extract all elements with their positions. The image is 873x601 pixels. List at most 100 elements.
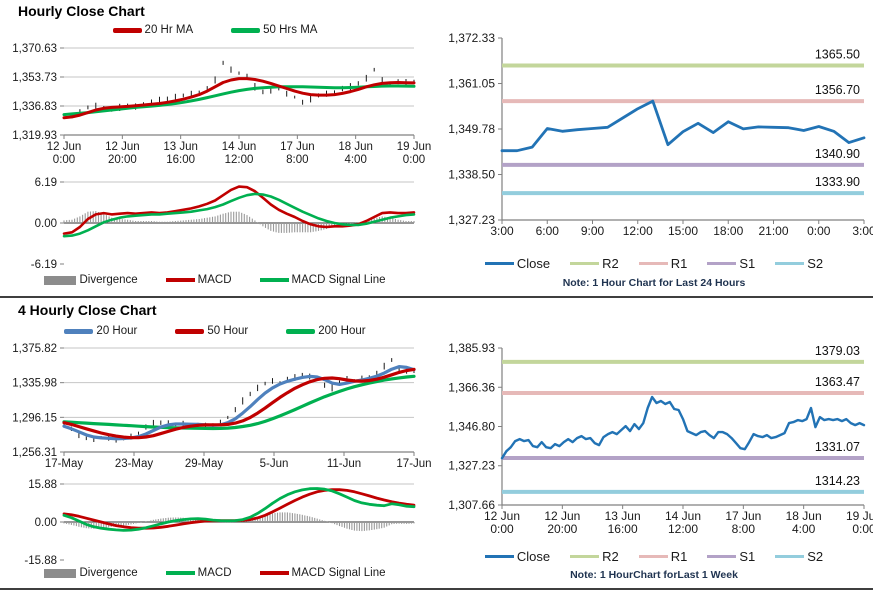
section-divider — [0, 296, 873, 298]
legend-label: Divergence — [79, 274, 138, 286]
svg-text:-15.88: -15.88 — [24, 555, 57, 567]
four-hourly-macd-legend: Divergence MACD MACD Signal Line — [8, 567, 422, 579]
legend-label: S1 — [739, 256, 756, 271]
legend-item-200-hour: 200 Hour — [286, 325, 366, 337]
four-hourly-chart-title: 4 Hourly Close Chart — [18, 302, 157, 318]
legend-item-macd: MACD — [165, 567, 232, 579]
divergence-swatch — [44, 568, 77, 578]
svg-text:18 Jun: 18 Jun — [338, 141, 373, 153]
legend-item-50-hour: 50 Hour — [175, 325, 248, 337]
svg-text:1314.23: 1314.23 — [815, 474, 860, 488]
svg-text:1,335.98: 1,335.98 — [12, 378, 57, 390]
legend-label: R1 — [670, 256, 688, 271]
r1-swatch — [638, 262, 668, 265]
svg-text:1333.90: 1333.90 — [815, 175, 860, 189]
legend-item-r2: R2 — [570, 256, 619, 271]
svg-text:0:00: 0:00 — [807, 224, 831, 238]
svg-text:1331.07: 1331.07 — [815, 440, 860, 454]
svg-text:1,385.93: 1,385.93 — [448, 341, 495, 355]
svg-text:1340.90: 1340.90 — [815, 147, 860, 161]
legend-label: 200 Hour — [318, 325, 366, 337]
legend-label: S2 — [807, 256, 824, 271]
svg-text:18:00: 18:00 — [713, 224, 743, 238]
legend-item-r2: R2 — [570, 549, 619, 564]
s2-swatch — [775, 262, 805, 265]
svg-text:0:00: 0:00 — [852, 522, 873, 536]
svg-text:1,372.33: 1,372.33 — [448, 31, 495, 45]
svg-text:13 Jun: 13 Jun — [605, 509, 641, 523]
svg-text:1,366.36: 1,366.36 — [448, 380, 495, 394]
hourly-rs-legend: Close R2 R1 S1 S2 — [438, 256, 870, 271]
svg-text:17 Jun: 17 Jun — [725, 509, 761, 523]
hourly-chart-title: Hourly Close Chart — [18, 3, 145, 19]
svg-text:1,338.50: 1,338.50 — [448, 168, 495, 182]
legend-item-macd-signal: MACD Signal Line — [259, 274, 386, 286]
s1-swatch — [707, 262, 737, 265]
legend-item-r1: R1 — [638, 256, 688, 271]
svg-text:1,361.05: 1,361.05 — [448, 77, 495, 91]
legend-item-20hr-ma: 20 Hr MA — [112, 24, 194, 36]
divergence-swatch — [44, 275, 77, 285]
svg-text:17 Jun: 17 Jun — [280, 141, 315, 153]
svg-text:4:00: 4:00 — [792, 522, 816, 536]
legend-label: Divergence — [79, 567, 138, 579]
svg-text:1356.70: 1356.70 — [815, 83, 860, 97]
close-swatch — [484, 262, 514, 265]
legend-label: 50 Hrs MA — [263, 24, 318, 36]
close-swatch — [484, 555, 514, 558]
svg-text:12 Jun: 12 Jun — [105, 141, 140, 153]
svg-text:1363.47: 1363.47 — [815, 375, 860, 389]
svg-text:1365.50: 1365.50 — [815, 48, 860, 62]
svg-text:14 Jun: 14 Jun — [665, 509, 701, 523]
legend-label: R2 — [602, 549, 619, 564]
legend-label: S1 — [739, 549, 756, 564]
svg-text:1,327.23: 1,327.23 — [448, 213, 495, 227]
svg-text:1,353.73: 1,353.73 — [12, 72, 57, 84]
50hrs-ma-swatch — [231, 27, 261, 33]
svg-text:12 Jun: 12 Jun — [484, 509, 520, 523]
legend-label: Close — [516, 549, 551, 564]
svg-text:1,375.82: 1,375.82 — [12, 343, 57, 355]
svg-text:0:00: 0:00 — [490, 522, 514, 536]
svg-text:15.88: 15.88 — [28, 479, 57, 491]
legend-label: 50 Hour — [207, 325, 249, 337]
legend-item-divergence: Divergence — [44, 567, 138, 579]
s1-swatch — [707, 555, 737, 558]
legend-item-20-hour: 20 Hour — [64, 325, 137, 337]
legend-label: 20 Hour — [96, 325, 138, 337]
svg-text:0.00: 0.00 — [35, 517, 57, 529]
svg-text:13 Jun: 13 Jun — [163, 141, 198, 153]
svg-text:0:00: 0:00 — [53, 154, 75, 166]
legend-item-close: Close — [484, 549, 551, 564]
legend-label: MACD Signal Line — [291, 274, 386, 286]
legend-label: 20 Hr MA — [144, 24, 194, 36]
svg-text:1,296.15: 1,296.15 — [12, 412, 57, 424]
legend-item-s1: S1 — [707, 256, 755, 271]
svg-text:23-May: 23-May — [115, 458, 154, 470]
svg-text:20:00: 20:00 — [108, 154, 137, 166]
svg-text:19 Jun: 19 Jun — [846, 509, 873, 523]
bottom-divider — [0, 588, 873, 590]
svg-text:8:00: 8:00 — [732, 522, 756, 536]
legend-label: R2 — [602, 256, 619, 271]
svg-text:14 Jun: 14 Jun — [222, 141, 257, 153]
legend-item-s1: S1 — [707, 549, 755, 564]
svg-text:1,349.78: 1,349.78 — [448, 122, 495, 136]
svg-text:6:00: 6:00 — [536, 224, 560, 238]
r2-swatch — [570, 262, 600, 265]
svg-text:8:00: 8:00 — [286, 154, 308, 166]
svg-text:12:00: 12:00 — [623, 224, 653, 238]
svg-text:9:00: 9:00 — [581, 224, 605, 238]
svg-text:12:00: 12:00 — [668, 522, 698, 536]
legend-item-macd: MACD — [165, 274, 232, 286]
legend-item-macd-signal: MACD Signal Line — [259, 567, 386, 579]
r1-swatch — [638, 555, 668, 558]
hourly-rs-note: Note: 1 Hour Chart for Last 24 Hours — [562, 277, 746, 289]
svg-text:18 Jun: 18 Jun — [786, 509, 822, 523]
hourly-support-resistance-chart: 1,372.33 1,361.05 1,349.78 1,338.50 1,327.23… — [448, 31, 873, 238]
legend-item-s2: S2 — [775, 256, 823, 271]
macd-signal-swatch — [259, 571, 289, 575]
weekly-support-resistance-chart: 1,385.93 1,366.36 1,346.80 1,327.23 1,307.66… — [448, 341, 873, 536]
